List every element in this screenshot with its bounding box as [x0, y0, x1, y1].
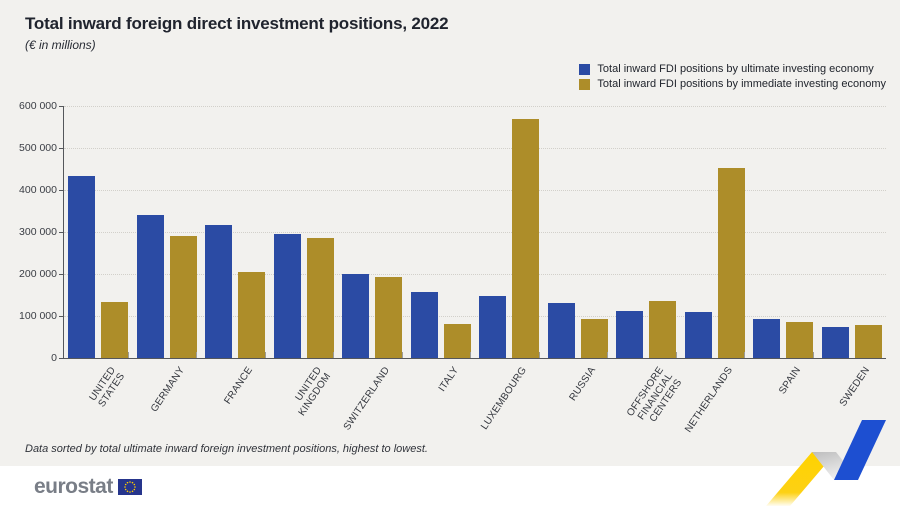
bar-group	[749, 106, 818, 358]
y-tick-label: 100 000	[19, 310, 57, 322]
x-tick-label: SWITZERLAND	[341, 365, 393, 433]
bar-ultimate	[753, 319, 781, 358]
x-tick-label: UNITED KINGDOM	[293, 365, 334, 419]
bar-group	[338, 106, 407, 358]
bar-immediate	[169, 236, 197, 358]
x-axis-tick	[401, 352, 403, 358]
eurostat-logo: eurostat	[34, 475, 142, 499]
bar-immediate	[649, 301, 677, 358]
bar-immediate	[375, 277, 403, 358]
bottom-bar: eurostat	[0, 466, 900, 506]
bar-ultimate	[410, 292, 438, 358]
bar-immediate	[306, 238, 334, 358]
x-tick-label: GERMANY	[148, 365, 187, 415]
y-tick-label: 400 000	[19, 184, 57, 196]
bar-immediate	[854, 325, 882, 358]
bar-group	[133, 106, 202, 358]
legend-item: Total inward FDI positions by ultimate i…	[579, 63, 886, 75]
eurostat-logo-text: eurostat	[34, 475, 113, 498]
gridline	[64, 232, 886, 233]
y-axis-tick	[59, 316, 63, 317]
x-axis-tick	[607, 352, 608, 358]
bar-ultimate	[479, 296, 507, 358]
gridline	[64, 190, 886, 191]
bar-ultimate	[273, 234, 301, 358]
y-tick-label: 500 000	[19, 142, 57, 154]
gridline	[64, 274, 886, 275]
x-tick-label: ITALY	[436, 365, 461, 394]
x-axis-tick	[470, 352, 471, 358]
plot-area	[59, 106, 887, 359]
y-tick-label: 300 000	[19, 226, 57, 238]
x-axis-tick	[333, 352, 334, 358]
bar-ultimate	[205, 225, 233, 358]
y-tick-label: 200 000	[19, 268, 57, 280]
bar-group	[270, 106, 339, 358]
eu-flag-icon	[117, 479, 142, 495]
page-title: Total inward foreign direct investment p…	[25, 14, 449, 33]
y-axis-tick	[59, 106, 63, 107]
legend-swatch	[579, 63, 591, 75]
bar-immediate	[717, 168, 745, 358]
bar-group	[544, 106, 613, 358]
gridline	[64, 148, 886, 149]
chart-subtitle: (€ in millions)	[25, 38, 96, 52]
bar-ultimate	[616, 311, 644, 358]
bar-ultimate	[684, 312, 712, 358]
bar-immediate	[238, 272, 266, 358]
x-tick-label: FRANCE	[222, 365, 256, 407]
y-axis-tick	[59, 274, 63, 275]
x-axis-tick	[812, 352, 814, 358]
legend-label: Total inward FDI positions by ultimate i…	[597, 63, 874, 75]
bar-ultimate	[342, 274, 370, 358]
gridline	[64, 316, 886, 317]
x-tick-label: UNITED STATES	[87, 365, 128, 410]
gridline	[64, 106, 886, 107]
x-axis-tick	[744, 352, 745, 358]
bar-group	[475, 106, 544, 358]
y-tick-label: 600 000	[19, 100, 57, 112]
bar-group	[64, 106, 133, 358]
bar-group	[612, 106, 681, 358]
y-axis-tick	[59, 358, 63, 359]
bar-ultimate	[821, 327, 849, 358]
x-tick-label: NETHERLANDS	[682, 365, 735, 435]
eurostat-ribbon-decoration	[766, 420, 886, 506]
y-tick-label: 0	[51, 352, 57, 364]
y-axis-labels: 600 000 500 000 400 000 300 000 200 000 100 0…	[0, 100, 57, 364]
bar-immediate	[512, 119, 540, 358]
bar-group	[681, 106, 750, 358]
legend-swatch	[579, 78, 591, 90]
x-tick-label: LUXEMBOURG	[479, 365, 530, 432]
ribbon-yellow-segment	[766, 452, 836, 506]
bar-group	[407, 106, 476, 358]
bar-group	[818, 106, 887, 358]
y-axis-tick	[59, 148, 63, 149]
y-axis-tick	[59, 232, 63, 233]
chart-footnote: Data sorted by total ultimate inward for…	[25, 443, 428, 455]
x-tick-label: SPAIN	[777, 365, 804, 397]
bar-ultimate	[547, 303, 575, 358]
x-tick-label: OFFSHORE FINANCIAL CENTERS	[625, 365, 685, 425]
bar-immediate	[443, 324, 471, 358]
x-tick-label: RUSSIA	[567, 365, 598, 404]
x-axis-tick	[675, 352, 677, 358]
legend-item: Total inward FDI positions by immediate …	[579, 78, 886, 90]
y-axis-tick	[59, 190, 63, 191]
ribbon-blue-segment	[834, 420, 886, 480]
bar-group	[201, 106, 270, 358]
bar-immediate	[786, 322, 814, 358]
bar-immediate	[101, 302, 129, 358]
chart-legend: Total inward FDI positions by ultimate i…	[579, 63, 886, 90]
x-axis-tick	[538, 352, 540, 358]
bar-ultimate	[68, 176, 96, 358]
legend-label: Total inward FDI positions by immediate …	[597, 78, 886, 90]
bar-immediate	[580, 319, 608, 358]
x-axis-tick	[196, 352, 197, 358]
x-axis-tick	[264, 352, 266, 358]
bar-ultimate	[136, 215, 164, 358]
x-axis-tick	[127, 352, 129, 358]
